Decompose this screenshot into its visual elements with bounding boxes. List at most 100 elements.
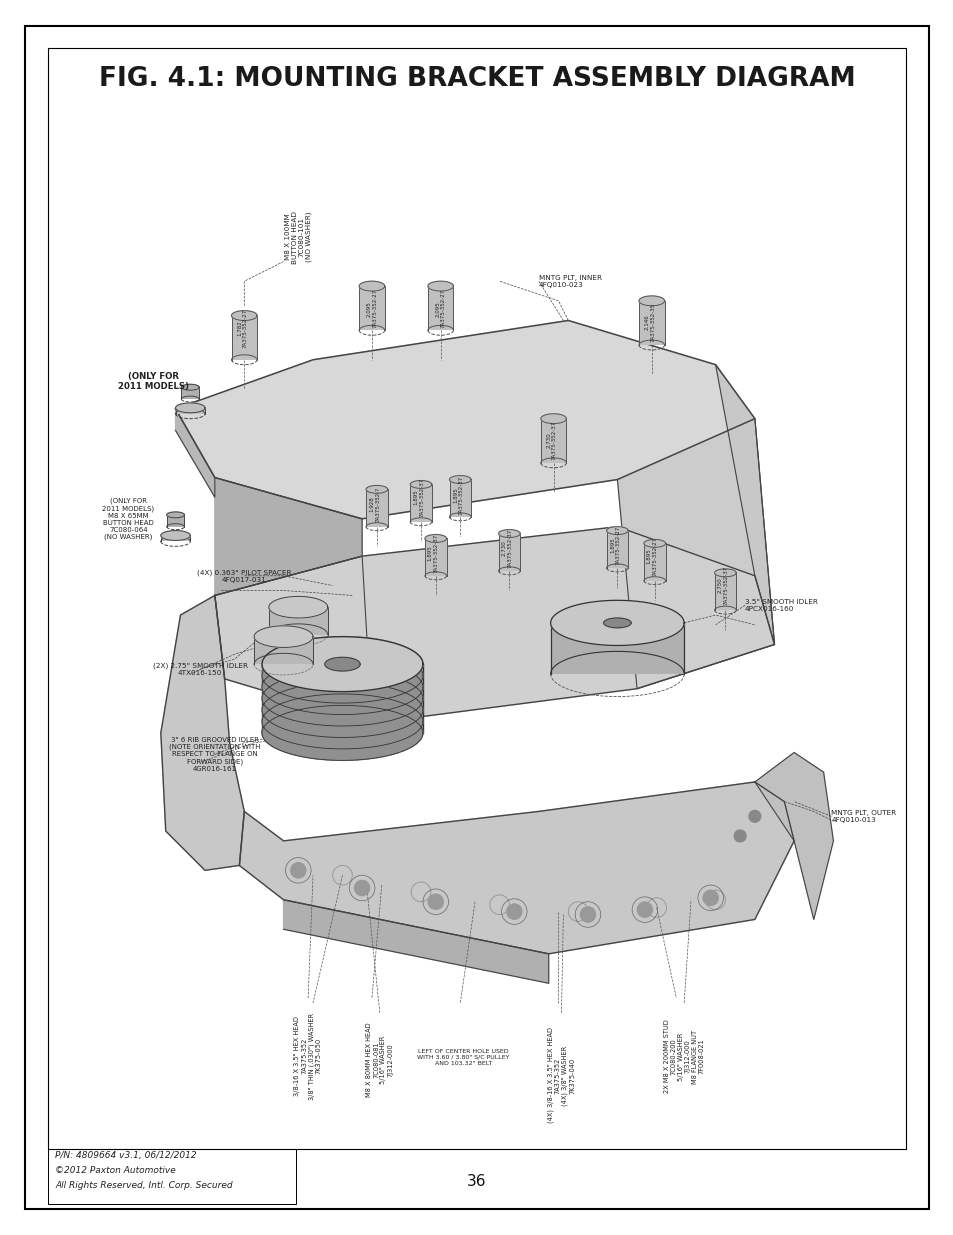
Text: 2.095
7A375-352-27: 2.095 7A375-352-27 xyxy=(435,289,446,329)
Polygon shape xyxy=(754,752,833,919)
Text: All Rights Reserved, Intl. Corp. Secured: All Rights Reserved, Intl. Corp. Secured xyxy=(55,1181,233,1189)
Polygon shape xyxy=(550,622,683,674)
Polygon shape xyxy=(643,540,665,547)
Polygon shape xyxy=(175,408,205,414)
Polygon shape xyxy=(540,419,566,463)
Polygon shape xyxy=(214,526,774,722)
Text: (ONLY FOR
2011 MODELS)
M8 X 65MM
BUTTON HEAD
7C080-064
(NO WASHER): (ONLY FOR 2011 MODELS) M8 X 65MM BUTTON … xyxy=(102,498,154,540)
Polygon shape xyxy=(232,311,256,320)
Polygon shape xyxy=(643,543,665,580)
Polygon shape xyxy=(617,419,774,689)
Polygon shape xyxy=(498,534,519,571)
Text: 2.730
7A375-352-37: 2.730 7A375-352-37 xyxy=(546,421,557,459)
Polygon shape xyxy=(324,657,360,671)
Polygon shape xyxy=(232,316,256,359)
Polygon shape xyxy=(603,618,631,627)
Text: MNTG PLT, OUTER
4FQ010-013: MNTG PLT, OUTER 4FQ010-013 xyxy=(831,810,896,823)
Polygon shape xyxy=(714,569,736,577)
Polygon shape xyxy=(161,531,190,541)
Text: 1.895
7A375-352-37: 1.895 7A375-352-37 xyxy=(453,475,463,515)
Polygon shape xyxy=(262,705,422,761)
Text: 1.782
7A375-352-27: 1.782 7A375-352-27 xyxy=(236,309,248,348)
Circle shape xyxy=(748,810,760,823)
Text: FIG. 4.1: MOUNTING BRACKET ASSEMBLY DIAGRAM: FIG. 4.1: MOUNTING BRACKET ASSEMBLY DIAG… xyxy=(98,67,855,93)
Text: 3.5" SMOOTH IDLER
4PCX016-160: 3.5" SMOOTH IDLER 4PCX016-160 xyxy=(744,599,817,611)
Text: 1.928
7A375-352-?: 1.928 7A375-352-? xyxy=(369,487,380,521)
Polygon shape xyxy=(449,475,471,483)
Circle shape xyxy=(702,890,718,905)
Polygon shape xyxy=(550,600,683,646)
Polygon shape xyxy=(239,782,793,953)
Polygon shape xyxy=(262,671,422,726)
Polygon shape xyxy=(358,287,384,330)
Polygon shape xyxy=(269,608,328,635)
Text: 2.750
7A375-352-37: 2.750 7A375-352-37 xyxy=(718,566,728,605)
Polygon shape xyxy=(639,296,664,306)
Polygon shape xyxy=(606,526,628,535)
Polygon shape xyxy=(366,489,387,526)
Polygon shape xyxy=(253,637,313,664)
Polygon shape xyxy=(283,900,548,983)
Polygon shape xyxy=(161,595,244,871)
Text: (4X) 0.363" PILOT SPACER
4FQ017-031: (4X) 0.363" PILOT SPACER 4FQ017-031 xyxy=(197,569,292,583)
Text: 3" 6 RIB GROOVED IDLER
(NOTE ORIENTATION WITH
RESPECT TO FLANGE ON
FORWARD SIDE): 3" 6 RIB GROOVED IDLER (NOTE ORIENTATION… xyxy=(169,737,260,772)
Polygon shape xyxy=(262,648,422,703)
Polygon shape xyxy=(428,282,453,291)
Polygon shape xyxy=(262,637,422,692)
Polygon shape xyxy=(181,388,199,399)
Text: 2.095
7A375-352-27: 2.095 7A375-352-27 xyxy=(366,289,377,329)
Text: 2.730
7A375-352-37: 2.730 7A375-352-37 xyxy=(501,529,513,568)
Polygon shape xyxy=(167,513,184,517)
Polygon shape xyxy=(262,637,422,692)
Polygon shape xyxy=(366,485,387,493)
Text: 1.895
7A375-352-37: 1.895 7A375-352-37 xyxy=(427,534,437,573)
Circle shape xyxy=(734,830,745,842)
Polygon shape xyxy=(175,409,214,498)
Polygon shape xyxy=(167,515,184,526)
Circle shape xyxy=(354,881,370,895)
Polygon shape xyxy=(410,484,432,521)
Circle shape xyxy=(428,894,443,910)
Polygon shape xyxy=(214,556,372,722)
Polygon shape xyxy=(214,478,362,595)
Text: 1.895
7A375-352-27: 1.895 7A375-352-27 xyxy=(609,526,620,564)
Text: 2X M8 X 200MM STUD
7C080-200
5/16" WASHER
7J312-000
M8 FLANGE NUT
7F008-021: 2X M8 X 200MM STUD 7C080-200 5/16" WASHE… xyxy=(663,1020,704,1093)
Polygon shape xyxy=(424,538,446,576)
Polygon shape xyxy=(269,597,328,618)
Polygon shape xyxy=(253,626,313,647)
Circle shape xyxy=(637,902,652,918)
Polygon shape xyxy=(262,694,422,748)
Polygon shape xyxy=(161,536,190,541)
Text: LEFT OF CENTER HOLE USED
WITH 3.60 / 3.80" S/C PULLEY
AND 103.32" BELT: LEFT OF CENTER HOLE USED WITH 3.60 / 3.8… xyxy=(416,1049,509,1066)
Text: M8 X 100MM
BUTTON HEAD
7C080-101
(NO WASHER): M8 X 100MM BUTTON HEAD 7C080-101 (NO WAS… xyxy=(284,210,312,263)
Polygon shape xyxy=(181,384,199,390)
Bar xyxy=(48,1149,295,1204)
Polygon shape xyxy=(359,282,384,291)
Polygon shape xyxy=(410,480,432,488)
Polygon shape xyxy=(262,683,422,737)
Text: 1.895
7A375-352-37: 1.895 7A375-352-37 xyxy=(414,478,424,517)
Text: (ONLY FOR
2011 MODELS): (ONLY FOR 2011 MODELS) xyxy=(118,372,190,391)
Circle shape xyxy=(579,906,596,923)
Circle shape xyxy=(290,862,306,878)
Text: (4X) 3/8-16 X 3.5" HEX HEAD
7A375-352
(4X) 3/8" WASHER
7K375-040: (4X) 3/8-16 X 3.5" HEX HEAD 7A375-352 (4… xyxy=(547,1028,575,1124)
Polygon shape xyxy=(498,530,519,537)
Text: 2.146
7A375-352-35: 2.146 7A375-352-35 xyxy=(643,303,655,342)
Polygon shape xyxy=(175,403,205,412)
Text: P/N: 4809664 v3.1, 06/12/2012: P/N: 4809664 v3.1, 06/12/2012 xyxy=(55,1151,197,1161)
Circle shape xyxy=(506,904,521,919)
Polygon shape xyxy=(424,535,446,542)
Text: 36: 36 xyxy=(467,1174,486,1189)
Polygon shape xyxy=(175,320,754,519)
Polygon shape xyxy=(639,301,664,345)
Polygon shape xyxy=(540,414,566,424)
Polygon shape xyxy=(262,659,422,715)
Polygon shape xyxy=(606,531,628,568)
Text: MNTG PLT, INNER
4FQ010-023: MNTG PLT, INNER 4FQ010-023 xyxy=(538,274,601,288)
Polygon shape xyxy=(449,479,471,517)
Text: 3/8-16 X 3.5" HEX HEAD
7A375-352
3/8" THIN (.030") WASHER
7K375-050: 3/8-16 X 3.5" HEX HEAD 7A375-352 3/8" TH… xyxy=(294,1013,321,1100)
Polygon shape xyxy=(428,287,453,330)
Polygon shape xyxy=(262,664,422,732)
Polygon shape xyxy=(715,364,774,645)
Text: ©2012 Paxton Automotive: ©2012 Paxton Automotive xyxy=(55,1166,176,1174)
